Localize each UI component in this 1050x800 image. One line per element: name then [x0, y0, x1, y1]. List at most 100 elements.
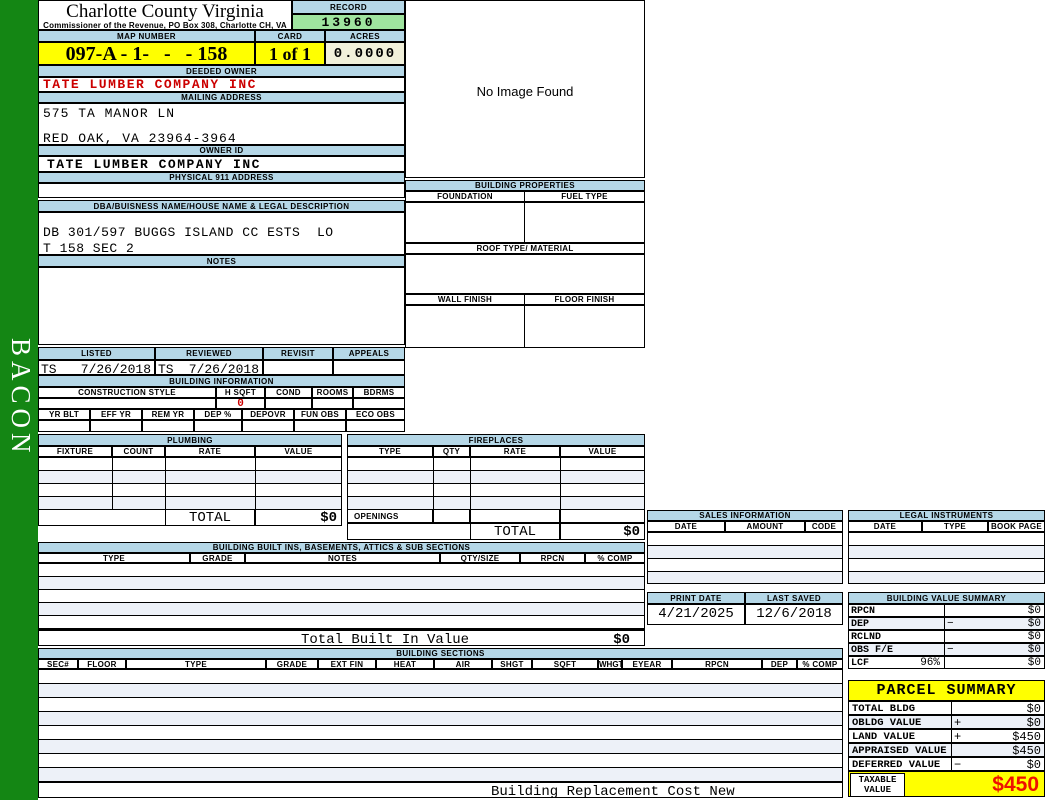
ps-value-appraised: $450 [951, 743, 1045, 757]
ps-op: + [954, 730, 962, 743]
builtins-header-notes: NOTES [245, 553, 440, 563]
plumbing-header-rate: RATE [165, 446, 255, 457]
appeals-value [333, 360, 405, 375]
plumbing-rows [38, 457, 342, 510]
builtins-total-label: Total Built In Value [301, 632, 470, 646]
bvs-value-lcf: $0 [944, 656, 1045, 669]
bvs-label: RCLND [851, 632, 882, 643]
floor-finish-label: FLOOR FINISH [524, 294, 645, 305]
last-saved-label: LAST SAVED [745, 592, 843, 604]
legal-header-bookpage: BOOK PAGE [988, 521, 1045, 532]
bsec-header-comp: % COMP [797, 659, 843, 669]
bsec-header-heat: HEAT [376, 659, 434, 669]
depovr-label: DEPOVR [242, 409, 294, 420]
fireplaces-header-qty: QTY [433, 446, 470, 457]
fireplaces-openings-value [560, 509, 645, 523]
bsec-header-dep: DEP [762, 659, 797, 669]
sales-header-date: DATE [647, 521, 725, 532]
parcel-summary-title: PARCEL SUMMARY [848, 680, 1045, 701]
sales-header-code: CODE [805, 521, 843, 532]
card-value: 1 of 1 [255, 42, 325, 65]
bvs-label: OBS F/E [851, 645, 894, 656]
bvs-op: − [947, 618, 954, 630]
print-date-label: PRINT DATE [647, 592, 745, 604]
wall-finish-label: WALL FINISH [405, 294, 525, 305]
deppct-label: DEP % [194, 409, 242, 420]
bvs-op: − [947, 644, 954, 656]
bvs-value-rclnd: $0 [944, 630, 1045, 643]
mailing-address-box: 575 TA MANOR LN RED OAK, VA 23964-3964 [38, 103, 405, 145]
effyr-label: EFF YR [90, 409, 142, 420]
revisit-label: REVISIT [263, 347, 333, 360]
effyr-value [90, 420, 142, 432]
bvs-row-lcf: LCF 96% [848, 656, 945, 669]
reviewed-date: 7/26/2018 [188, 362, 259, 375]
rooms-value [312, 398, 353, 409]
builtins-header-grade: GRADE [190, 553, 245, 563]
taxable-value-row: TAXABLE VALUE $450 [848, 771, 1045, 797]
acres-value: 0.0000 [325, 42, 405, 65]
physical-address-box [38, 183, 405, 198]
ps-row-deferred: DEFERRED VALUE [848, 757, 952, 771]
photo-box: No Image Found [405, 0, 645, 178]
mailing-address-label: MAILING ADDRESS [38, 92, 405, 103]
bsec-header-grade: GRADE [266, 659, 318, 669]
bvs-value-obsfe: − $0 [944, 643, 1045, 656]
legal-rows [848, 532, 1045, 584]
bsec-header-sec: SEC# [38, 659, 78, 669]
fireplaces-openings-label: OPENINGS [347, 509, 433, 523]
listed-value: TS 7/26/2018 [38, 360, 155, 375]
ecoobs-value [346, 420, 405, 432]
fireplaces-total-value: $0 [560, 523, 645, 540]
county-title: Charlotte County Virginia [66, 1, 264, 22]
ps-label: TOTAL BLDG VALUE [852, 703, 916, 715]
record-label: RECORD [292, 0, 405, 14]
legal-header-date: DATE [848, 521, 922, 532]
notes-box [38, 267, 405, 345]
reviewed-label: REVIEWED [155, 347, 263, 360]
bvs-value-dep: − $0 [944, 617, 1045, 630]
bsec-header-floor: FLOOR [78, 659, 126, 669]
county-title-box: Charlotte County Virginia Commissioner o… [38, 0, 292, 30]
fireplaces-total-spacer [347, 523, 471, 540]
sidebar-vertical-label: BACON [6, 338, 36, 458]
appeals-label: APPEALS [333, 347, 405, 360]
foundation-label: FOUNDATION [405, 191, 525, 202]
ps-label: DEFERRED VALUE [852, 759, 941, 771]
bvs-lcf-pct: 96% [920, 657, 940, 669]
deppct-value [194, 420, 242, 432]
map-number-label: MAP NUMBER [38, 30, 255, 42]
ps-value: $0 [1026, 702, 1041, 715]
bsec-header-whgt: WHGT [598, 659, 622, 669]
bvs-label: RPCN [851, 606, 876, 617]
ps-value: $450 [1012, 744, 1041, 757]
bvs-label: DEP [851, 619, 870, 630]
fuel-type-box [524, 202, 645, 243]
sales-header-amount: AMOUNT [725, 521, 805, 532]
ps-op: − [954, 758, 962, 771]
listed-date: 7/26/2018 [80, 362, 151, 375]
legal-title: LEGAL INSTRUMENTS [848, 510, 1045, 521]
built-ins-title: BUILDING BUILT INS, BASEMENTS, ATTICS & … [38, 542, 645, 553]
builtins-header-rpcn: RPCN [520, 553, 585, 563]
builtins-header-qtysize: QTY/SIZE [440, 553, 520, 563]
bvs-value: $0 [1027, 657, 1041, 669]
building-properties-title: BUILDING PROPERTIES [405, 180, 645, 191]
ps-value: $0 [1026, 716, 1041, 729]
building-sections-footer-row: Building Replacement Cost New [38, 782, 843, 798]
bvs-row-dep: DEP [848, 617, 945, 630]
builtins-header-type: TYPE [38, 553, 190, 563]
legal-header-type: TYPE [922, 521, 988, 532]
fireplaces-openings-qty [433, 509, 470, 523]
ps-label: LAND VALUE [852, 731, 916, 743]
dba-label: DBA/BUISNESS NAME/HOUSE NAME & LEGAL DES… [38, 200, 405, 212]
fireplaces-title: FIREPLACES [347, 434, 645, 446]
bvs-label: LCF [851, 658, 870, 669]
building-replacement-label: Building Replacement Cost New [491, 784, 735, 798]
taxable-value-amount: $450 [992, 773, 1039, 796]
no-image-text: No Image Found [476, 84, 574, 99]
deeded-owner-value: TATE LUMBER COMPANY INC [38, 77, 405, 92]
bsec-header-eyear: EYEAR [622, 659, 672, 669]
builtins-total-value: $0 [613, 632, 630, 646]
map-number-value: 097-A - 1- - - 158 [38, 42, 255, 65]
